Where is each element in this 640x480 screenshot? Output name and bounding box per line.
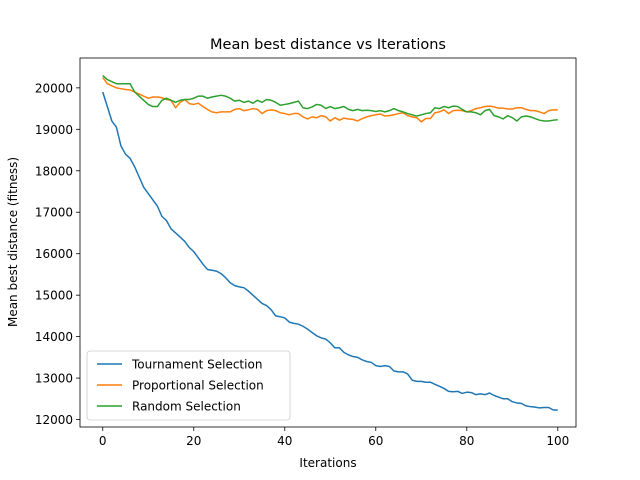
y-tick-label: 15000 [35, 289, 73, 303]
x-tick-label: 80 [459, 434, 474, 448]
series-line-1 [102, 91, 558, 411]
plot-frame [79, 57, 577, 428]
y-axis: 12000 13000 14000 15000 16000 17000 18000 19000… [35, 81, 80, 427]
y-tick-label: 20000 [35, 81, 73, 95]
y-tick-label: 17000 [35, 206, 73, 220]
y-tick-label: 18000 [35, 164, 73, 178]
y-tick-label: 12000 [35, 413, 73, 427]
x-tick-label: 100 [546, 434, 569, 448]
y-tick-label: 16000 [35, 247, 73, 261]
x-axis: 0 20 40 60 80 100 [99, 427, 569, 448]
chart-title: Mean best distance vs Iterations [210, 37, 446, 53]
x-tick-label: 60 [368, 434, 383, 448]
legend-label-2: Proportional Selection [132, 379, 264, 393]
series-line-2 [102, 77, 558, 123]
x-tick-label: 0 [99, 434, 107, 448]
y-tick-label: 13000 [35, 372, 73, 386]
x-axis-title: Iterations [299, 456, 356, 470]
y-tick-label: 14000 [35, 330, 73, 344]
legend-box [86, 350, 291, 421]
x-tick-label: 20 [186, 434, 201, 448]
legend-label-3: Random Selection [132, 400, 241, 414]
x-tick-label: 40 [277, 434, 292, 448]
series-line-3 [102, 74, 558, 122]
y-tick-label: 19000 [35, 123, 73, 137]
plot-lines [102, 74, 558, 411]
legend: Tournament Selection Proportional Selecti… [86, 350, 291, 421]
y-axis-title: Mean best distance (fitness) [6, 157, 20, 327]
legend-label-1: Tournament Selection [131, 358, 262, 372]
